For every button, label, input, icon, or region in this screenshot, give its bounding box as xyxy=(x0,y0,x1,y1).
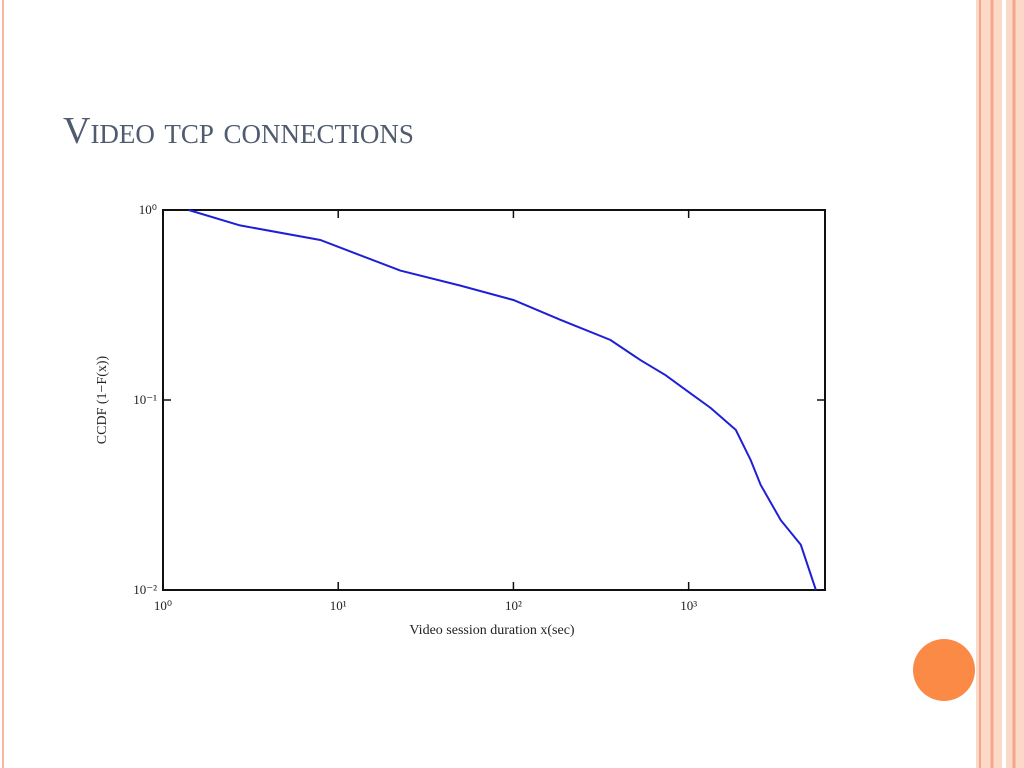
slide-title: Video tcp connections xyxy=(63,110,414,152)
right-band xyxy=(976,0,1024,768)
y-tick-label: 10⁻¹ xyxy=(133,392,157,407)
x-tick-label: 10⁰ xyxy=(154,598,172,613)
data-line xyxy=(188,209,817,591)
y-axis-label: CCDF (1−F(x)) xyxy=(95,355,110,444)
y-tick-label: 10⁰ xyxy=(139,202,157,217)
chart: 10⁰ 10¹ 10² 10³ 10⁻² 10⁻¹ 10⁰ Video session dur… xyxy=(95,202,826,638)
y-tick-label: 10⁻² xyxy=(133,582,157,597)
x-tick-label: 10¹ xyxy=(330,598,347,613)
decor-circle xyxy=(913,639,975,701)
x-tick-label: 10² xyxy=(505,598,522,613)
x-axis-label: Video session duration x(sec) xyxy=(409,623,575,638)
x-tick-label: 10³ xyxy=(680,598,697,613)
